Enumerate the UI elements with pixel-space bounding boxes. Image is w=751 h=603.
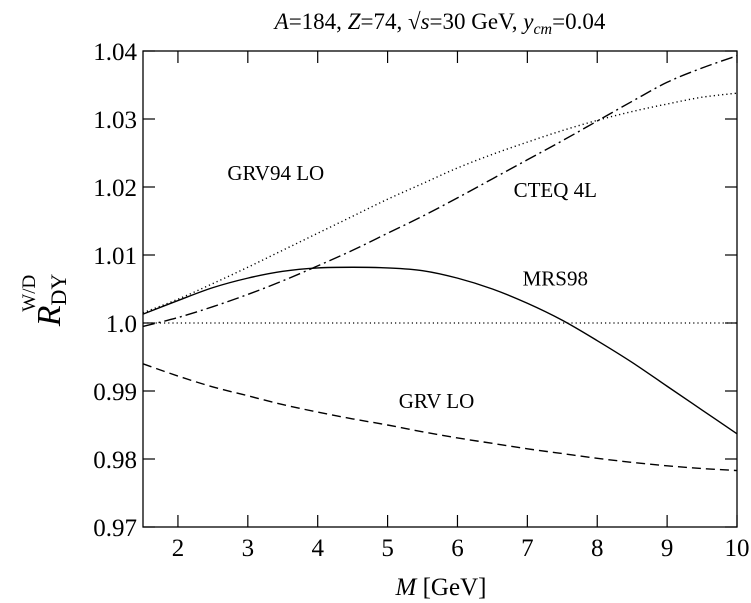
y-tick-label: 1.02 [93,175,137,202]
series-label-grv-lo: GRV LO [399,389,475,413]
y-tick-label: 1.01 [93,243,137,270]
x-axis-label: M [GeV] [395,574,487,601]
tick-labels: 2 3 4 5 6 7 8 9 10 0.97 0.98 0.99 1.0 1.01 1.02 1.03 1.0… [93,39,749,562]
y-tick-label: 1.03 [93,107,137,134]
series-group [142,55,738,472]
x-tick-label: 5 [381,535,394,562]
x-tick-label: 3 [242,535,255,562]
x-tick-label: 8 [591,535,604,562]
x-tick-label: 6 [451,535,464,562]
series-line-cteq-4l [142,55,738,328]
series-line-grv94-lo [142,92,738,314]
x-tick-label: 2 [172,535,185,562]
x-tick-label: 10 [725,535,750,562]
x-tick-label: 7 [521,535,534,562]
series-label-grv94-lo: GRV94 LO [227,161,324,185]
series-line-mrs98 [142,266,738,435]
series-label-mrs98: MRS98 [523,267,588,291]
x-tick-label: 9 [661,535,674,562]
y-tick-label: 1.04 [93,39,137,66]
y-tick-label: 1.0 [106,311,137,338]
chart-title: A=184, Z=74, √s=30 GeV, ycm=0.04 [273,9,606,38]
series-label-cteq-4l: CTEQ 4L [514,178,597,202]
svg-text:RDYW/D: RDYW/D [19,274,71,328]
y-tick-label: 0.98 [93,447,137,474]
y-tick-label: 0.97 [93,515,137,542]
series-line-grv-lo [142,363,738,472]
plot-frame [142,50,738,528]
series-labels: GRV94 LO CTEQ 4L MRS98 GRV LO [227,161,597,413]
x-tick-label: 4 [311,535,324,562]
y-axis-label: RDYW/D [19,274,71,328]
y-tick-label: 0.99 [93,379,137,406]
tick-marks [143,50,738,528]
